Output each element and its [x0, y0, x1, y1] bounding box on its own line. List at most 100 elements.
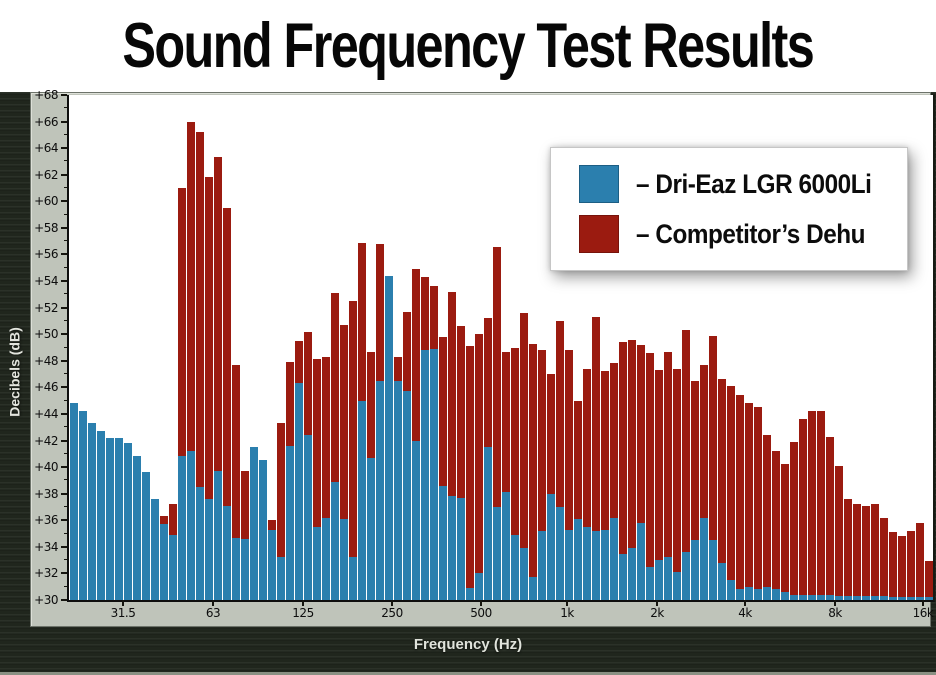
- bar-dri-eaz: [304, 435, 312, 600]
- x-tick: [391, 600, 393, 606]
- bar-dri-eaz: [736, 589, 744, 600]
- y-tick: [61, 280, 67, 283]
- title-band: Sound Frequency Test Results: [0, 0, 936, 92]
- bar-competitor: [880, 517, 888, 600]
- bar-competitor: [223, 207, 231, 600]
- y-tick: [61, 120, 67, 123]
- bar-dri-eaz: [412, 440, 420, 600]
- bar-dri-eaz: [376, 380, 384, 600]
- bar-competitor: [682, 330, 690, 600]
- bar-dri-eaz: [673, 572, 681, 600]
- bar-competitor: [466, 346, 474, 600]
- bar-competitor: [232, 364, 240, 600]
- y-tick: [64, 426, 67, 428]
- bar-competitor: [637, 344, 645, 600]
- bar-dri-eaz: [628, 548, 636, 600]
- bar-dri-eaz: [403, 391, 411, 600]
- bar-dri-eaz: [916, 597, 924, 600]
- legend-label-competitor: – Competitor’s Dehu: [636, 218, 866, 249]
- bar-dri-eaz: [79, 411, 87, 600]
- y-tick-label: +36: [34, 513, 58, 528]
- y-tick: [61, 572, 67, 575]
- y-tick: [64, 399, 67, 401]
- x-tick: [922, 600, 924, 606]
- bar-dri-eaz: [313, 526, 321, 600]
- y-tick: [61, 599, 67, 601]
- bar-dri-eaz: [619, 553, 627, 600]
- x-tick-label: 2k: [650, 606, 664, 620]
- bar-dri-eaz: [799, 594, 807, 600]
- x-tick-label: 31.5: [110, 606, 136, 620]
- bar-dri-eaz: [322, 517, 330, 600]
- bar-competitor: [862, 505, 870, 600]
- legend-swatch-red: [579, 215, 619, 253]
- x-tick-label: 500: [470, 606, 492, 620]
- y-tick: [64, 240, 67, 242]
- bar-dri-eaz: [907, 597, 915, 600]
- bar-dri-eaz: [817, 594, 825, 600]
- bar-dri-eaz: [574, 518, 582, 600]
- page-title: Sound Frequency Test Results: [122, 11, 815, 81]
- bar-competitor: [844, 499, 852, 600]
- x-tick: [122, 600, 124, 606]
- bar-dri-eaz: [862, 596, 870, 600]
- bar-dri-eaz: [682, 552, 690, 600]
- bar-dri-eaz: [277, 557, 285, 600]
- y-tick-label: +66: [34, 114, 58, 129]
- chart-frame: – Dri-Eaz LGR 6000Li – Competitor’s Dehu…: [0, 88, 936, 675]
- bar-competitor: [673, 368, 681, 600]
- y-tick-label: +50: [34, 327, 58, 342]
- x-tick-label: 125: [292, 606, 314, 620]
- bar-competitor: [664, 351, 672, 600]
- bar-competitor: [205, 177, 213, 600]
- bar-dri-eaz: [340, 518, 348, 600]
- bar-competitor: [808, 411, 816, 600]
- bar-competitor: [691, 380, 699, 600]
- y-tick: [64, 187, 67, 189]
- bar-dri-eaz: [160, 524, 168, 600]
- y-tick: [64, 107, 67, 109]
- bar-competitor: [331, 293, 339, 600]
- y-axis-title: Decibels (dB): [7, 327, 23, 417]
- bar-dri-eaz: [781, 592, 789, 600]
- x-tick-label: 8k: [828, 606, 842, 620]
- bar-dri-eaz: [205, 499, 213, 600]
- bar-competitor: [277, 423, 285, 600]
- bar-dri-eaz: [115, 437, 123, 600]
- bar-dri-eaz: [448, 496, 456, 600]
- y-tick: [61, 412, 67, 415]
- bar-dri-eaz: [826, 594, 834, 600]
- x-axis-title: Frequency (Hz): [413, 636, 523, 653]
- bar-dri-eaz: [610, 517, 618, 600]
- bar-dri-eaz: [754, 589, 762, 600]
- y-tick-label: +60: [34, 194, 58, 209]
- y-axis: +30 +32 +34 +36 +38 +40 +42 +44 +46 +48 +50 +52 +54 +…: [30, 88, 67, 607]
- bar-competitor: [727, 386, 735, 600]
- bar-dri-eaz: [493, 506, 501, 600]
- bar-dri-eaz: [439, 485, 447, 600]
- bar-competitor: [340, 324, 348, 600]
- legend-label-dri-eaz: – Dri-Eaz LGR 6000Li: [636, 168, 872, 199]
- bar-dri-eaz: [709, 540, 717, 600]
- x-tick: [302, 600, 304, 606]
- bar-dri-eaz: [349, 557, 357, 600]
- bar-competitor: [214, 157, 222, 600]
- bar-competitor: [745, 403, 753, 600]
- bar-dri-eaz: [538, 530, 546, 600]
- bar-dri-eaz: [502, 492, 510, 600]
- legend-swatch-blue: [579, 165, 619, 203]
- y-tick: [61, 492, 67, 495]
- y-tick: [61, 466, 67, 469]
- bar-dri-eaz: [214, 471, 222, 600]
- x-tick: [480, 600, 482, 606]
- bar-competitor: [826, 436, 834, 600]
- bar-dri-eaz: [466, 588, 474, 600]
- legend: – Dri-Eaz LGR 6000Li – Competitor’s Dehu: [550, 147, 908, 271]
- bar-competitor: [322, 356, 330, 600]
- x-axis: 31.5 63 125 250 500 1k 2k 4k 8k 16k: [67, 600, 934, 627]
- bar-competitor: [619, 342, 627, 600]
- y-tick: [61, 226, 67, 229]
- bar-dri-eaz: [853, 596, 861, 600]
- bar-dri-eaz: [187, 451, 195, 600]
- y-tick: [61, 359, 67, 362]
